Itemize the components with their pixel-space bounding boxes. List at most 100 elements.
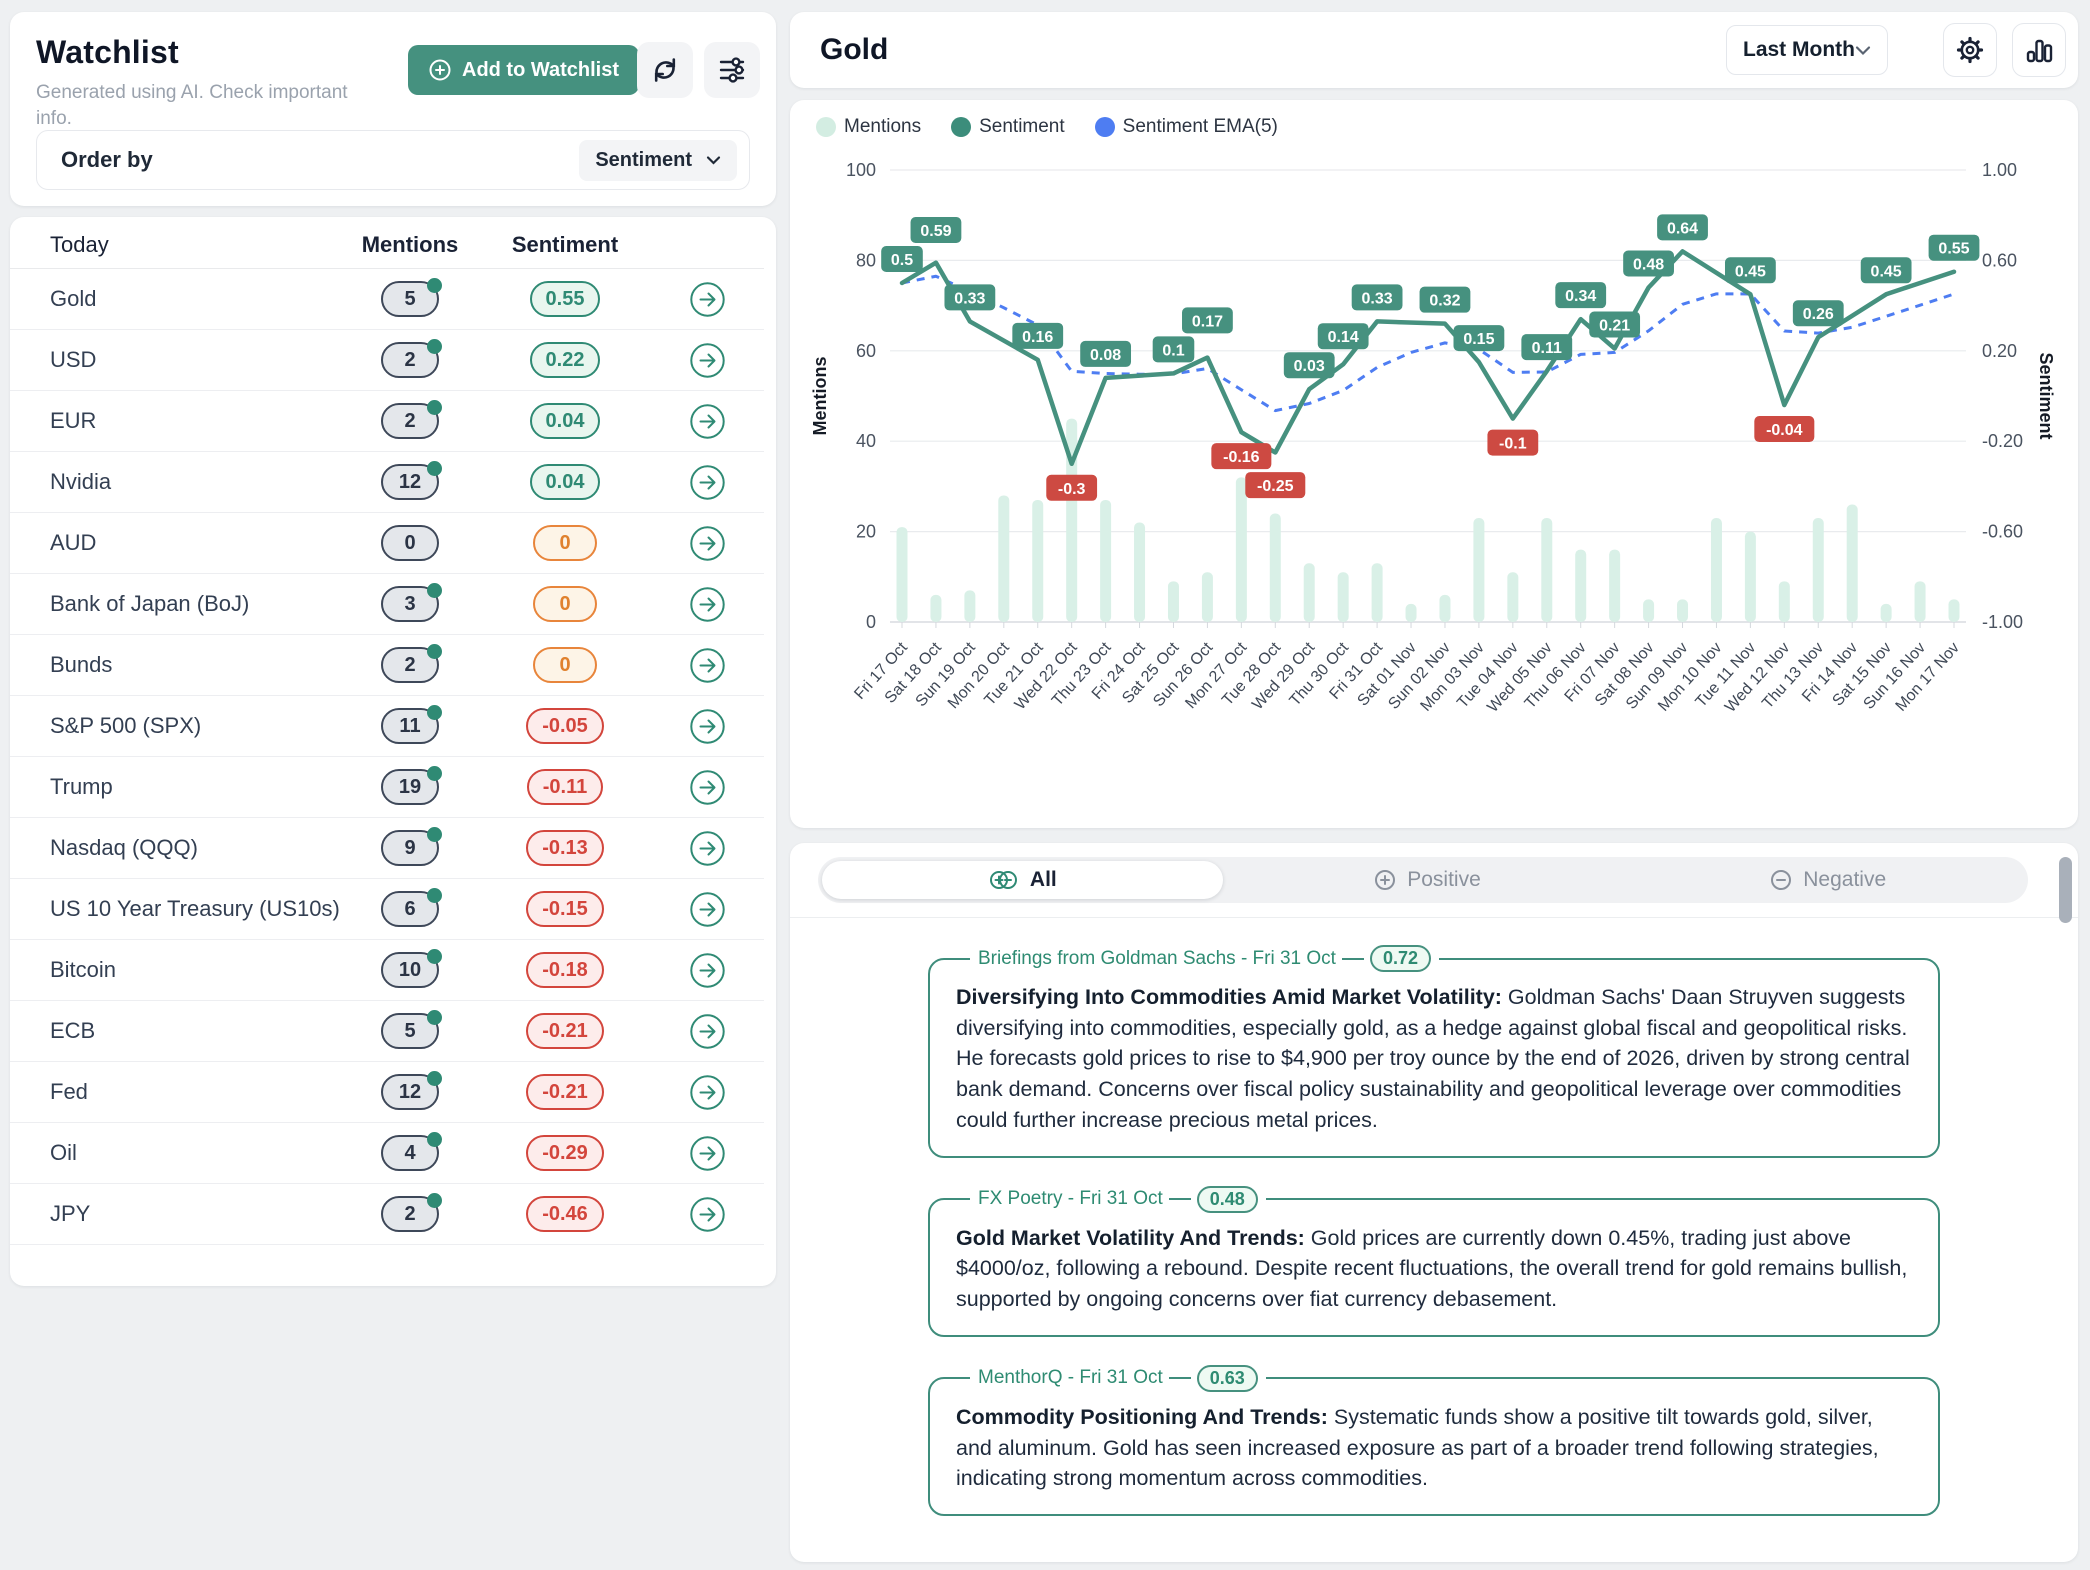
filter-sliders-button[interactable] <box>704 42 760 98</box>
table-row[interactable]: Fed 12 -0.21 <box>10 1062 764 1123</box>
sentiment-pill: 0.22 <box>529 342 601 378</box>
watchlist-header-card: Watchlist Generated using AI. Check impo… <box>10 12 776 206</box>
mentions-pill: 2 <box>381 400 442 439</box>
table-row[interactable]: JPY 2 -0.46 <box>10 1184 764 1245</box>
scrollbar-thumb[interactable] <box>2059 857 2072 923</box>
open-asset-button[interactable] <box>689 891 726 928</box>
sentiment-pill: -0.05 <box>526 708 604 744</box>
left-axis-title: Mentions <box>810 357 830 436</box>
open-asset-button[interactable] <box>689 464 726 501</box>
svg-text:-0.60: -0.60 <box>1982 522 2023 542</box>
asset-name: AUD <box>50 530 97 555</box>
open-asset-button[interactable] <box>689 525 726 562</box>
tab-all[interactable]: All <box>822 861 1223 899</box>
tab-positive[interactable]: Positive <box>1227 857 1628 903</box>
point-label: 0.14 <box>1317 323 1369 350</box>
svg-text:60: 60 <box>856 341 876 361</box>
table-row[interactable]: AUD 0 0 <box>10 513 764 574</box>
open-asset-button[interactable] <box>689 1013 726 1050</box>
svg-text:0.5: 0.5 <box>891 252 913 269</box>
mentions-dot <box>427 1010 442 1025</box>
table-row[interactable]: Oil 4 -0.29 <box>10 1123 764 1184</box>
open-asset-button[interactable] <box>689 342 726 379</box>
point-label: -0.04 <box>1754 416 1815 443</box>
open-asset-button[interactable] <box>689 586 726 623</box>
open-asset-button[interactable] <box>689 403 726 440</box>
table-row[interactable]: Gold 5 0.55 <box>10 269 764 330</box>
news-card: All Positive Negative Briefings from Gol… <box>790 843 2078 1562</box>
table-row[interactable]: US 10 Year Treasury (US10s) 6 -0.15 <box>10 879 764 940</box>
svg-text:-0.04: -0.04 <box>1766 422 1803 439</box>
news-item: Briefings from Goldman Sachs - Fri 31 Oc… <box>928 945 1940 1158</box>
asset-name: ECB <box>50 1018 96 1043</box>
open-asset-button[interactable] <box>689 952 726 989</box>
mentions-dot <box>427 400 442 415</box>
table-row[interactable]: S&P 500 (SPX) 11 -0.05 <box>10 696 764 757</box>
open-asset-button[interactable] <box>689 769 726 806</box>
mentions-pill: 0 <box>381 525 439 561</box>
legend-mentions-dot <box>816 117 836 137</box>
open-asset-button[interactable] <box>689 830 726 867</box>
table-row[interactable]: ECB 5 -0.21 <box>10 1001 764 1062</box>
sliders-icon <box>715 53 749 87</box>
open-asset-button[interactable] <box>689 708 726 745</box>
mentions-dot <box>427 1193 442 1208</box>
mentions-dot <box>427 644 442 659</box>
news-item: MenthorQ - Fri 31 Oct 0.63 Commodity Pos… <box>928 1364 1940 1517</box>
asset-name: Trump <box>50 774 113 799</box>
svg-text:0.64: 0.64 <box>1667 220 1698 237</box>
news-lead: Commodity Positioning And Trends: <box>956 1404 1328 1429</box>
point-label: -0.16 <box>1211 443 1272 470</box>
table-row[interactable]: EUR 2 0.04 <box>10 391 764 452</box>
chart-view-button[interactable] <box>2012 23 2066 77</box>
tab-negative[interactable]: Negative <box>1627 857 2028 903</box>
refresh-button[interactable] <box>637 42 693 98</box>
open-asset-button[interactable] <box>689 281 726 318</box>
open-asset-button[interactable] <box>689 1074 726 1111</box>
chart-legend: Mentions Sentiment Sentiment EMA(5) <box>816 116 1278 138</box>
asset-name: Oil <box>50 1140 77 1165</box>
table-row[interactable]: Bunds 2 0 <box>10 635 764 696</box>
open-asset-button[interactable] <box>689 1196 726 1233</box>
add-to-watchlist-button[interactable]: Add to Watchlist <box>408 45 640 95</box>
svg-text:0.33: 0.33 <box>954 290 985 307</box>
arrow-right-circle-icon <box>689 1013 725 1049</box>
mentions-value: 12 <box>398 470 422 493</box>
svg-text:0.14: 0.14 <box>1328 329 1359 346</box>
arrow-right-circle-icon <box>689 647 725 683</box>
news-source-date: FX Poetry - Fri 31 Oct <box>978 1188 1163 1210</box>
sentiment-pill: -0.21 <box>526 1074 604 1110</box>
point-label: 0.33 <box>1351 284 1403 311</box>
mentions-dot <box>427 1132 442 1147</box>
svg-text:80: 80 <box>856 250 876 270</box>
table-row[interactable]: Bank of Japan (BoJ) 3 0 <box>10 574 764 635</box>
table-row[interactable]: Nvidia 12 0.04 <box>10 452 764 513</box>
news-list: Briefings from Goldman Sachs - Fri 31 Oc… <box>790 919 2078 1562</box>
svg-text:0.11: 0.11 <box>1532 340 1562 357</box>
sentiment-pill: 0 <box>533 586 597 622</box>
svg-text:0.60: 0.60 <box>1982 250 2017 270</box>
order-by-select[interactable]: Sentiment <box>579 139 737 181</box>
point-label: 0.03 <box>1283 352 1335 379</box>
news-score-badge: 0.48 <box>1196 1185 1258 1213</box>
settings-button[interactable] <box>1943 23 1997 77</box>
open-asset-button[interactable] <box>689 647 726 684</box>
asset-name: EUR <box>50 408 97 433</box>
arrow-right-circle-icon <box>689 708 725 744</box>
date-range-select[interactable]: Last Month <box>1726 25 1888 75</box>
mentions-dot <box>427 705 442 720</box>
point-label: 0.1 <box>1152 336 1195 363</box>
order-by-label: Order by <box>61 147 153 172</box>
table-row[interactable]: Nasdaq (QQQ) 9 -0.13 <box>10 818 764 879</box>
table-row[interactable]: Bitcoin 10 -0.18 <box>10 940 764 1001</box>
refresh-icon <box>648 53 682 87</box>
table-row[interactable]: USD 2 0.22 <box>10 330 764 391</box>
mentions-pill: 11 <box>381 705 442 744</box>
svg-text:0.32: 0.32 <box>1429 293 1460 310</box>
sentiment-pill: -0.13 <box>526 830 604 866</box>
sentiment-pill: -0.18 <box>526 952 604 988</box>
table-row[interactable]: Trump 19 -0.11 <box>10 757 764 818</box>
mentions-dot <box>427 949 442 964</box>
open-asset-button[interactable] <box>689 1135 726 1172</box>
